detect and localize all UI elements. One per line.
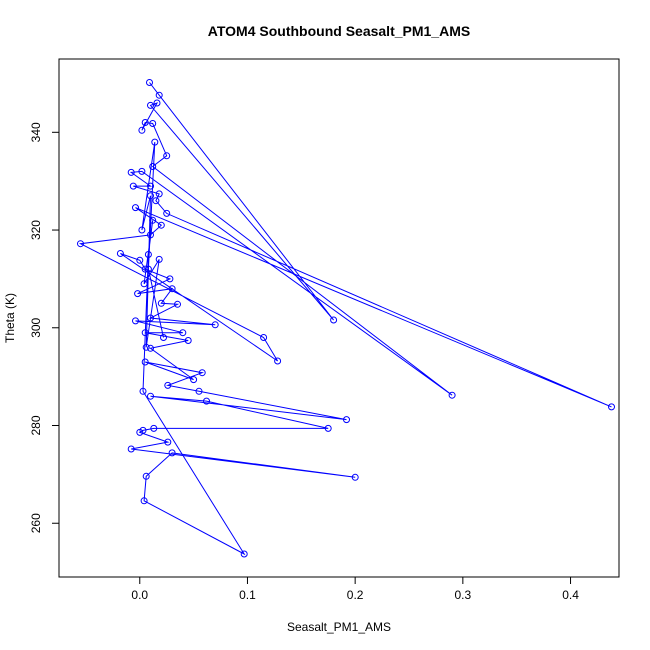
data-point (149, 163, 157, 170)
data-point (141, 358, 149, 366)
y-tick-label: 300 (29, 317, 43, 337)
x-axis-label: Seasalt_PM1_AMS (287, 620, 391, 634)
y-axis: 260 280 300 320 340 (29, 122, 60, 533)
data-point (147, 101, 154, 109)
y-axis-label: Theta (K) (3, 293, 17, 343)
data-point (138, 167, 146, 175)
data-point (198, 369, 206, 377)
data-point (160, 334, 167, 341)
data-point (141, 265, 149, 273)
data-point (142, 472, 150, 480)
data-point (153, 99, 161, 107)
data-point (152, 197, 160, 205)
series-line (78, 82, 612, 556)
data-point (129, 182, 137, 190)
data-point (164, 381, 172, 389)
data-point (164, 438, 172, 446)
data-point (260, 334, 268, 341)
data-point (330, 316, 338, 324)
data-point (448, 391, 456, 399)
x-axis: 0.0 0.1 0.2 0.3 0.4 (131, 576, 579, 602)
data-point (157, 221, 165, 229)
data-point (179, 329, 187, 337)
data-point (141, 119, 149, 126)
data-point (274, 357, 282, 365)
series-layer (77, 79, 615, 558)
data-point (142, 343, 150, 351)
data-point (155, 255, 163, 263)
data-point (144, 251, 152, 258)
data-point (141, 329, 149, 337)
data-point (132, 317, 139, 325)
data-point (116, 250, 124, 257)
data-point (168, 449, 176, 457)
data-point (168, 285, 176, 293)
data-point (140, 497, 148, 505)
data-point (163, 152, 171, 160)
data-point (211, 321, 219, 329)
chart-title: ATOM4 Southbound Seasalt_PM1_AMS (208, 23, 470, 39)
data-point (151, 138, 159, 146)
y-tick-label: 340 (29, 122, 43, 142)
y-tick-label: 260 (29, 513, 43, 533)
data-point (324, 424, 332, 432)
data-point (157, 299, 165, 307)
data-point (174, 300, 181, 308)
data-point (127, 445, 135, 453)
data-point (136, 428, 144, 436)
data-point (163, 209, 171, 217)
data-point (147, 314, 154, 322)
data-point (184, 337, 192, 344)
y-tick-label: 280 (29, 415, 43, 435)
data-point (138, 126, 146, 134)
data-point (146, 79, 153, 86)
data-point (138, 226, 146, 234)
data-point (190, 376, 198, 384)
data-point (147, 182, 154, 190)
y-tick-label: 320 (29, 220, 43, 240)
plot-frame (58, 58, 620, 578)
data-point (149, 120, 157, 127)
data-point (155, 190, 163, 198)
x-tick-label: 0.4 (562, 588, 579, 602)
data-point (147, 344, 154, 352)
data-point (144, 265, 152, 273)
data-point (139, 387, 147, 395)
data-point (166, 275, 174, 283)
data-point (203, 397, 210, 405)
data-point (195, 387, 203, 395)
data-point (150, 424, 158, 432)
data-point (240, 550, 248, 558)
data-point (147, 231, 154, 239)
data-point (140, 280, 148, 288)
data-point (77, 240, 84, 248)
x-tick-label: 0.2 (347, 588, 364, 602)
data-point (134, 290, 142, 298)
data-point (147, 192, 154, 200)
data-point (147, 392, 154, 400)
data-point (608, 403, 615, 411)
x-tick-label: 0.3 (455, 588, 472, 602)
data-point (132, 204, 139, 212)
data-point (155, 91, 163, 99)
data-point (127, 168, 135, 176)
data-point (351, 473, 359, 481)
data-point (136, 256, 144, 264)
data-point (343, 416, 350, 424)
data-point (149, 216, 157, 224)
x-tick-label: 0.1 (239, 588, 256, 602)
x-tick-label: 0.0 (131, 588, 148, 602)
